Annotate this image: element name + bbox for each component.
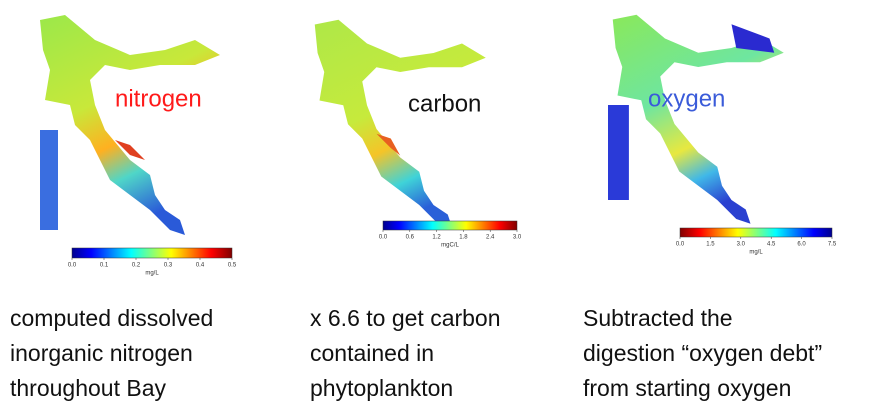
tick-label: 1.5 [706, 242, 715, 248]
tick-label: 0.0 [379, 235, 388, 241]
caption-line: inorganic nitrogen [10, 340, 193, 366]
tick-label: 4.5 [767, 242, 776, 248]
tick-label: 2.4 [486, 235, 495, 241]
colorbar [72, 248, 232, 258]
panel-label: oxygen [648, 85, 725, 112]
panel-label: nitrogen [115, 85, 202, 112]
page: nitrogen 0.0 0.1 0.2 0.3 0.4 0.5 mg/L computed d… [0, 0, 886, 408]
caption-line: computed dissolved [10, 305, 213, 331]
tick-label: 7.5 [828, 242, 837, 248]
tick-label: 0.2 [132, 263, 141, 269]
colorbar [680, 228, 832, 237]
tick-label: 1.2 [432, 235, 441, 241]
tick-label: 0.0 [68, 263, 77, 269]
tick-label: 3.0 [737, 242, 746, 248]
tick-label: 0.3 [164, 263, 173, 269]
map [608, 15, 784, 224]
tick-label: 0.5 [228, 263, 237, 269]
tick-label: 0.1 [100, 263, 109, 269]
colorbar [383, 221, 517, 230]
map [40, 15, 220, 235]
caption-line: contained in [310, 340, 434, 366]
tick-label: 1.8 [459, 235, 468, 241]
tick-label: 0.4 [196, 263, 205, 269]
figure: nitrogen 0.0 0.1 0.2 0.3 0.4 0.5 mg/L computed d… [0, 0, 886, 408]
caption-line: Subtracted the [583, 305, 733, 331]
tick-label: 0.0 [676, 242, 685, 248]
caption-line: from starting oxygen [583, 375, 791, 401]
tick-label: 3.0 [513, 235, 522, 241]
map [315, 20, 486, 229]
caption-line: digestion “oxygen debt” [583, 340, 822, 366]
caption-line: throughout Bay [10, 375, 167, 401]
colorbar-unit: mg/L [749, 250, 763, 256]
panel-label: carbon [408, 90, 481, 117]
caption-line: phytoplankton [310, 375, 453, 401]
caption-line: x 6.6 to get carbon [310, 305, 501, 331]
colorbar-unit: mgC/L [441, 243, 459, 249]
tick-label: 0.6 [406, 235, 415, 241]
colorbar-unit: mg/L [145, 271, 159, 277]
tick-label: 6.0 [797, 242, 806, 248]
